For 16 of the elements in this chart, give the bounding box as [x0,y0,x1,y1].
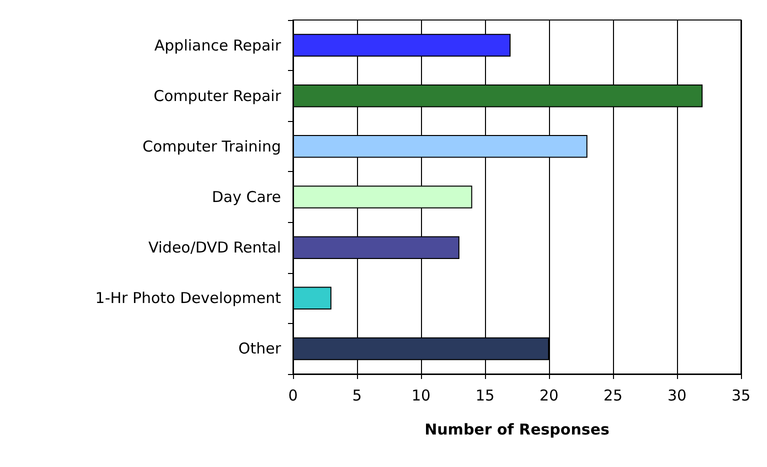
x-tick-label: 10 [411,386,431,404]
x-tick-label: 0 [288,386,298,404]
x-tick-label: 20 [539,386,559,404]
x-tick-label: 25 [603,386,623,404]
y-tick-label: Other [238,340,282,358]
x-tick-label: 30 [667,386,687,404]
x-tick-label: 35 [731,386,751,404]
x-tick-label: 5 [352,386,362,404]
y-tick-label: 1-Hr Photo Development [95,289,282,308]
x-axis-title: Number of Responses [424,420,610,438]
x-tick-label: 15 [475,386,495,404]
y-tick-label: Video/DVD Rental [148,238,281,257]
y-tick-label: Computer Repair [154,86,282,105]
y-tick-label: Appliance Repair [154,36,282,54]
y-tick-label: Day Care [212,188,281,206]
y-tick-label: Computer Training [142,137,281,156]
